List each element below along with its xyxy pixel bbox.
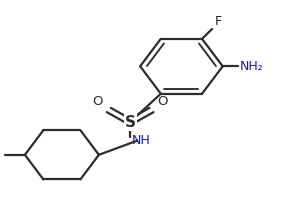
Text: S: S bbox=[125, 115, 136, 130]
Text: NH₂: NH₂ bbox=[240, 60, 263, 73]
Text: O: O bbox=[93, 95, 103, 108]
Text: NH: NH bbox=[132, 134, 150, 147]
Text: F: F bbox=[214, 15, 221, 28]
Text: O: O bbox=[157, 95, 168, 108]
